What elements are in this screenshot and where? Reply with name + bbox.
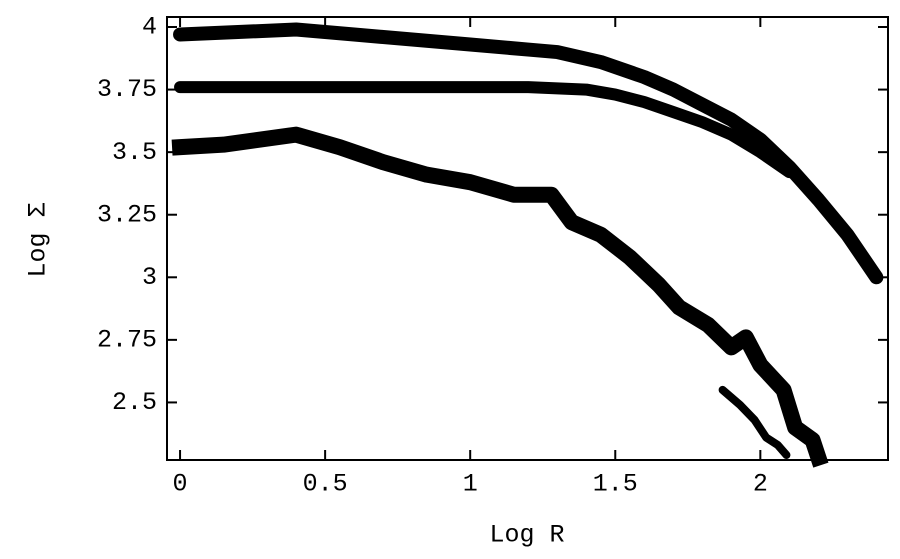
x-tick-label: 2 <box>753 470 768 499</box>
y-tick-label: 2.75 <box>97 325 157 354</box>
x-tick-label: 1.5 <box>593 470 638 499</box>
data-series <box>718 385 791 459</box>
plot-frame <box>166 16 889 461</box>
x-tick-label: 0 <box>173 470 188 499</box>
y-tick-label: 3 <box>142 263 157 292</box>
y-tick-label: 3.5 <box>112 138 157 167</box>
data-series <box>171 126 829 468</box>
x-axis-label: Log R <box>489 521 564 550</box>
y-tick-label: 3.75 <box>97 75 157 104</box>
x-tick-label: 0.5 <box>303 470 348 499</box>
y-tick-label: 4 <box>142 13 157 42</box>
data-series <box>174 81 796 179</box>
x-tick-label: 1 <box>463 470 478 499</box>
y-axis-label: Log Σ <box>24 202 53 277</box>
y-tick-label: 3.25 <box>97 200 157 229</box>
y-tick-label: 2.5 <box>112 388 157 417</box>
